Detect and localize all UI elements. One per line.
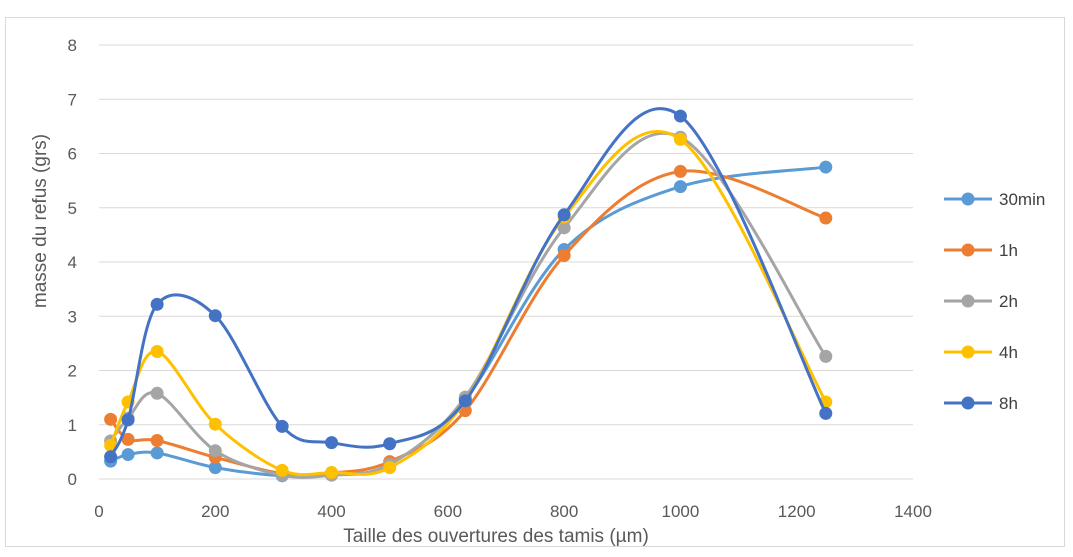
line-chart: 0 1 2 3 4 5 6 7 8 0 200 400 600 800 1000 1200 1400 mass… bbox=[30, 36, 1045, 547]
data-point bbox=[121, 413, 135, 427]
data-point bbox=[208, 444, 222, 458]
data-point bbox=[819, 211, 833, 225]
legend-item-4h: 4h bbox=[944, 343, 1018, 362]
data-point bbox=[383, 437, 397, 451]
data-point bbox=[557, 221, 571, 235]
data-point bbox=[121, 432, 135, 446]
x-tick-label: 400 bbox=[317, 502, 345, 521]
series-1h bbox=[104, 164, 833, 481]
y-tick-label: 2 bbox=[68, 362, 77, 381]
data-point bbox=[104, 412, 118, 426]
data-point bbox=[673, 164, 687, 178]
legend-item-8h: 8h bbox=[944, 394, 1018, 413]
data-point bbox=[819, 160, 833, 174]
y-tick-label: 5 bbox=[68, 199, 77, 218]
data-point bbox=[673, 132, 687, 146]
x-tick-label: 1400 bbox=[894, 502, 932, 521]
data-point bbox=[208, 417, 222, 431]
y-tick-label: 8 bbox=[68, 36, 77, 55]
legend-label: 8h bbox=[999, 394, 1018, 413]
legend-label: 4h bbox=[999, 343, 1018, 362]
data-point bbox=[275, 419, 289, 433]
chart-frame: 0 1 2 3 4 5 6 7 8 0 200 400 600 800 1000 1200 1400 mass… bbox=[5, 17, 1065, 547]
gridlines bbox=[99, 44, 913, 480]
legend-marker bbox=[961, 192, 975, 206]
x-tick-label: 1000 bbox=[662, 502, 700, 521]
data-point bbox=[208, 309, 222, 323]
y-axis-title: masse du refus (grs) bbox=[30, 134, 51, 308]
data-point bbox=[104, 450, 118, 464]
data-point bbox=[458, 394, 472, 408]
legend-label: 1h bbox=[999, 241, 1018, 260]
legend-label: 30min bbox=[999, 190, 1045, 209]
data-point bbox=[325, 465, 339, 479]
x-axis-ticks: 0 200 400 600 800 1000 1200 1400 bbox=[94, 502, 932, 521]
data-point bbox=[150, 345, 164, 359]
legend-marker bbox=[961, 243, 975, 257]
data-point bbox=[673, 180, 687, 194]
data-point bbox=[673, 109, 687, 123]
y-axis-ticks: 0 1 2 3 4 5 6 7 8 bbox=[68, 36, 77, 489]
data-point bbox=[557, 208, 571, 222]
y-tick-label: 4 bbox=[68, 253, 77, 272]
x-tick-label: 600 bbox=[434, 502, 462, 521]
legend-marker bbox=[961, 294, 975, 308]
data-point bbox=[150, 386, 164, 400]
legend-label: 2h bbox=[999, 292, 1018, 311]
y-tick-label: 7 bbox=[68, 90, 77, 109]
x-axis-title: Taille des ouvertures des tamis (µm) bbox=[343, 526, 649, 547]
data-point bbox=[150, 446, 164, 460]
x-tick-label: 200 bbox=[201, 502, 229, 521]
data-point bbox=[150, 433, 164, 447]
x-tick-label: 0 bbox=[94, 502, 103, 521]
data-point bbox=[819, 349, 833, 363]
y-tick-label: 3 bbox=[68, 307, 77, 326]
x-tick-label: 1200 bbox=[778, 502, 816, 521]
data-point bbox=[383, 461, 397, 475]
data-point bbox=[208, 461, 222, 475]
data-point bbox=[121, 448, 135, 462]
series-8h bbox=[104, 107, 833, 464]
data-point bbox=[150, 297, 164, 311]
data-point bbox=[819, 406, 833, 420]
series-lines bbox=[104, 107, 833, 483]
data-point bbox=[275, 463, 289, 477]
legend-item-2h: 2h bbox=[944, 292, 1018, 311]
legend-marker bbox=[961, 396, 975, 410]
data-point bbox=[557, 248, 571, 262]
x-tick-label: 800 bbox=[550, 502, 578, 521]
legend-item-1h: 1h bbox=[944, 241, 1018, 260]
legend-marker bbox=[961, 345, 975, 359]
legend-item-30min: 30min bbox=[944, 190, 1045, 209]
y-tick-label: 6 bbox=[68, 145, 77, 164]
data-point bbox=[325, 436, 339, 450]
legend: 30min 1h 2h 4h 8h bbox=[944, 190, 1045, 413]
y-tick-label: 0 bbox=[68, 470, 77, 489]
y-tick-label: 1 bbox=[68, 416, 77, 435]
